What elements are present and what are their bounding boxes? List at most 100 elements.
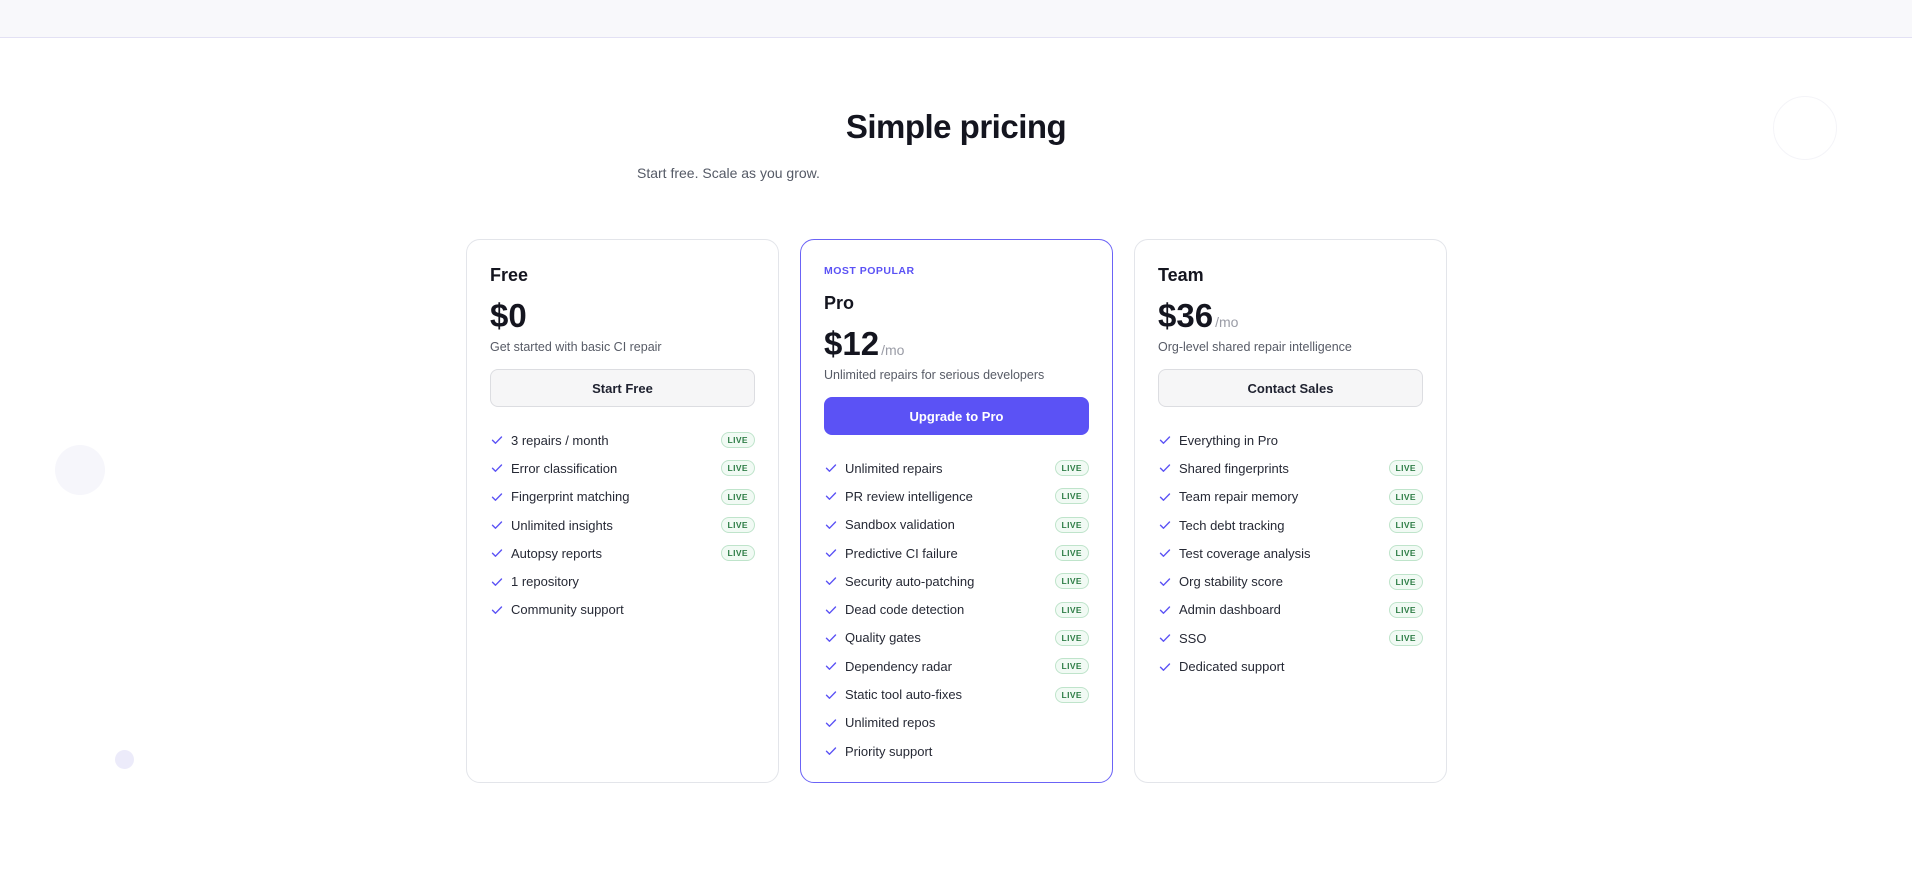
feature-text: Static tool auto-fixes [845, 687, 963, 703]
check-icon [1159, 577, 1171, 586]
feature-text: Dedicated support [1179, 659, 1285, 675]
status-badge: LIVE [720, 545, 755, 562]
decoration [115, 750, 134, 769]
status-badge: LIVE [1054, 545, 1089, 562]
plan-card: MOST POPULAR Pro $12/mo Unlimited repairs f… [800, 239, 1113, 783]
feature-text: Unlimited repairs [845, 460, 943, 476]
check-icon [1159, 493, 1171, 501]
check-icon [491, 436, 503, 445]
feature-text: Sandbox validation [845, 517, 955, 533]
check-icon [825, 492, 837, 501]
feature-text: Team repair memory [1179, 489, 1299, 505]
check-icon [825, 521, 837, 529]
feature: Static tool auto-fixes LIVE [824, 680, 1089, 708]
feature-text: Unlimited insights [511, 517, 613, 533]
plan-name: Pro [824, 293, 855, 313]
price-period: /mo [1215, 314, 1239, 330]
feature: Unlimited repos [824, 709, 1089, 737]
check-icon [491, 493, 503, 501]
feature: Sandbox validation LIVE [824, 511, 1089, 539]
feature-text: Dependency radar [845, 658, 952, 674]
feature: Dedicated support [1158, 652, 1423, 680]
feature-text: PR review intelligence [845, 488, 973, 504]
feature-text: Unlimited repos [845, 715, 936, 731]
subtitle: Start free. Scale as you grow. [637, 165, 820, 181]
status-badge: LIVE [1054, 573, 1089, 590]
status-badge: LIVE [1054, 460, 1089, 477]
feature-text: Tech debt tracking [1179, 517, 1285, 533]
check-icon [1159, 436, 1171, 445]
plan-button[interactable]: Contact Sales [1158, 369, 1423, 407]
check-icon [1159, 549, 1171, 558]
top-bar [0, 0, 1912, 38]
feature: 3 repairs / month LIVE [490, 426, 755, 454]
price: $36/mo [1158, 297, 1423, 337]
check-icon [825, 577, 837, 586]
plan-name: Free [490, 265, 529, 285]
feature: Tech debt tracking LIVE [1158, 511, 1423, 539]
check-icon [1159, 606, 1171, 614]
feature-text: SSO [1179, 630, 1207, 646]
check-icon [825, 464, 837, 473]
feature: Community support [490, 596, 755, 624]
price: $12/mo [824, 325, 1089, 365]
plan-button[interactable]: Upgrade to Pro [824, 397, 1089, 435]
feature-text: Quality gates [845, 630, 921, 646]
status-badge: LIVE [720, 460, 755, 477]
feature-text: 1 repository [511, 574, 579, 590]
feature: Admin dashboard LIVE [1158, 596, 1423, 624]
feature: Unlimited repairs LIVE [824, 454, 1089, 482]
status-badge: LIVE [1054, 658, 1089, 675]
status-badge: LIVE [1388, 601, 1423, 618]
feature-text: Priority support [845, 743, 933, 759]
feature-text: 3 repairs / month [511, 432, 609, 448]
check-icon [1159, 521, 1171, 529]
status-badge: LIVE [1388, 460, 1423, 477]
status-badge: LIVE [1388, 517, 1423, 534]
check-icon [1159, 662, 1171, 671]
feature-text: Autopsy reports [511, 545, 603, 561]
feature: Fingerprint matching LIVE [490, 483, 755, 511]
status-badge: LIVE [1054, 686, 1089, 703]
price: $0 [490, 297, 755, 337]
feature-text: Org stability score [1179, 574, 1284, 590]
feature: Priority support [824, 737, 1089, 765]
feature: Org stability score LIVE [1158, 567, 1423, 595]
feature-list: 3 repairs / month LIVE Error classificatio… [490, 426, 755, 624]
check-icon [491, 521, 503, 529]
feature: Predictive CI failure LIVE [824, 539, 1089, 567]
check-icon [825, 719, 837, 727]
feature: SSO LIVE [1158, 624, 1423, 652]
check-icon [1159, 464, 1171, 473]
feature: Test coverage analysis LIVE [1158, 539, 1423, 567]
status-badge: LIVE [720, 517, 755, 534]
feature-text: Shared fingerprints [1179, 460, 1289, 476]
status-badge: LIVE [1388, 573, 1423, 590]
plan-tag: MOST POPULAR [824, 265, 915, 277]
status-badge: LIVE [1054, 601, 1089, 618]
feature-list: Unlimited repairs LIVE PR review intellige… [824, 454, 1089, 765]
feature: Dead code detection LIVE [824, 595, 1089, 623]
status-badge: LIVE [720, 432, 755, 449]
feature: Dependency radar LIVE [824, 652, 1089, 680]
check-icon [1159, 634, 1171, 643]
status-badge: LIVE [1388, 488, 1423, 505]
check-icon [491, 606, 503, 614]
plan-description: Org-level shared repair intelligence [1158, 340, 1352, 354]
title: Simple pricing [845, 108, 1067, 145]
check-icon [825, 549, 837, 557]
price-amount: $36 [1158, 297, 1214, 334]
plan-button[interactable]: Start Free [490, 369, 755, 407]
check-icon [491, 464, 503, 473]
status-badge: LIVE [1388, 630, 1423, 647]
feature: Shared fingerprints LIVE [1158, 454, 1423, 482]
feature: Unlimited insights LIVE [490, 511, 755, 539]
status-badge: LIVE [1054, 629, 1089, 646]
feature: PR review intelligence LIVE [824, 482, 1089, 510]
price-amount: $0 [490, 297, 527, 334]
feature-text: Error classification [511, 460, 618, 476]
plan-card: Free $0 Get started with basic CI repair St… [466, 239, 779, 783]
feature: Error classification LIVE [490, 454, 755, 482]
feature: 1 repository [490, 567, 755, 595]
